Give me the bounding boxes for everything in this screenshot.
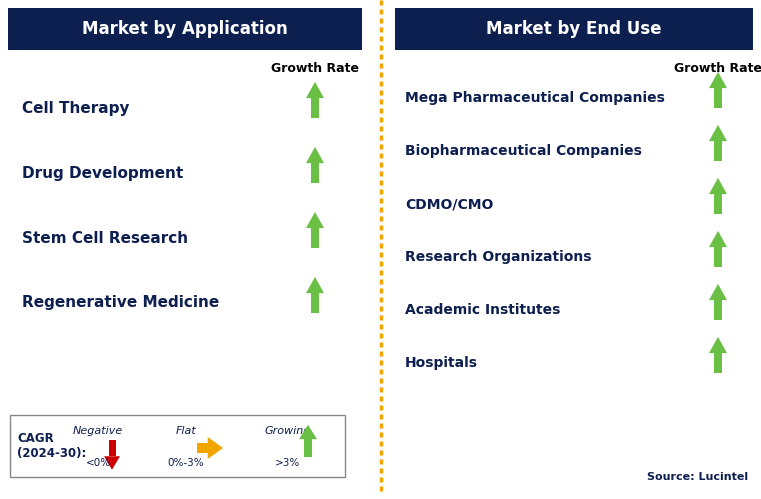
Bar xyxy=(395,8,753,50)
Polygon shape xyxy=(714,194,722,214)
Polygon shape xyxy=(714,141,722,161)
Polygon shape xyxy=(709,178,727,194)
Text: Regenerative Medicine: Regenerative Medicine xyxy=(22,295,219,310)
Polygon shape xyxy=(311,228,319,248)
Text: Stem Cell Research: Stem Cell Research xyxy=(22,231,188,246)
Text: Negative: Negative xyxy=(73,426,123,436)
Polygon shape xyxy=(709,231,727,247)
Polygon shape xyxy=(306,82,324,98)
Polygon shape xyxy=(311,98,319,118)
Text: Growth Rate: Growth Rate xyxy=(271,61,359,74)
Text: Source: Lucintel: Source: Lucintel xyxy=(647,472,748,482)
Bar xyxy=(8,8,362,50)
Polygon shape xyxy=(714,300,722,320)
Polygon shape xyxy=(709,72,727,88)
Text: 0%-3%: 0%-3% xyxy=(167,458,204,468)
Text: Hospitals: Hospitals xyxy=(405,356,478,370)
Text: Mega Pharmaceutical Companies: Mega Pharmaceutical Companies xyxy=(405,91,665,105)
Text: >3%: >3% xyxy=(275,458,301,468)
Polygon shape xyxy=(311,163,319,183)
Text: Research Organizations: Research Organizations xyxy=(405,250,591,264)
Text: Flat: Flat xyxy=(176,426,196,436)
Polygon shape xyxy=(709,337,727,353)
Bar xyxy=(10,415,345,477)
Polygon shape xyxy=(304,439,312,457)
Text: Drug Development: Drug Development xyxy=(22,166,183,181)
Polygon shape xyxy=(109,440,116,456)
Polygon shape xyxy=(196,443,208,453)
Polygon shape xyxy=(306,147,324,163)
Text: CDMO/CMO: CDMO/CMO xyxy=(405,197,493,211)
Text: <0%: <0% xyxy=(85,458,110,468)
Polygon shape xyxy=(104,456,120,470)
Polygon shape xyxy=(714,353,722,373)
Polygon shape xyxy=(311,293,319,313)
Polygon shape xyxy=(306,212,324,228)
Polygon shape xyxy=(709,284,727,300)
Text: Biopharmaceutical Companies: Biopharmaceutical Companies xyxy=(405,144,642,158)
Polygon shape xyxy=(714,88,722,108)
Polygon shape xyxy=(709,125,727,141)
Polygon shape xyxy=(208,437,223,459)
Polygon shape xyxy=(306,277,324,293)
Text: Market by End Use: Market by End Use xyxy=(486,20,662,38)
Text: CAGR
(2024-30):: CAGR (2024-30): xyxy=(17,432,87,460)
Text: Cell Therapy: Cell Therapy xyxy=(22,100,129,115)
Text: Growth Rate: Growth Rate xyxy=(674,61,761,74)
Polygon shape xyxy=(714,247,722,267)
Polygon shape xyxy=(299,425,317,439)
Text: Growing: Growing xyxy=(265,426,311,436)
Text: Market by Application: Market by Application xyxy=(82,20,288,38)
Text: Academic Institutes: Academic Institutes xyxy=(405,303,560,317)
